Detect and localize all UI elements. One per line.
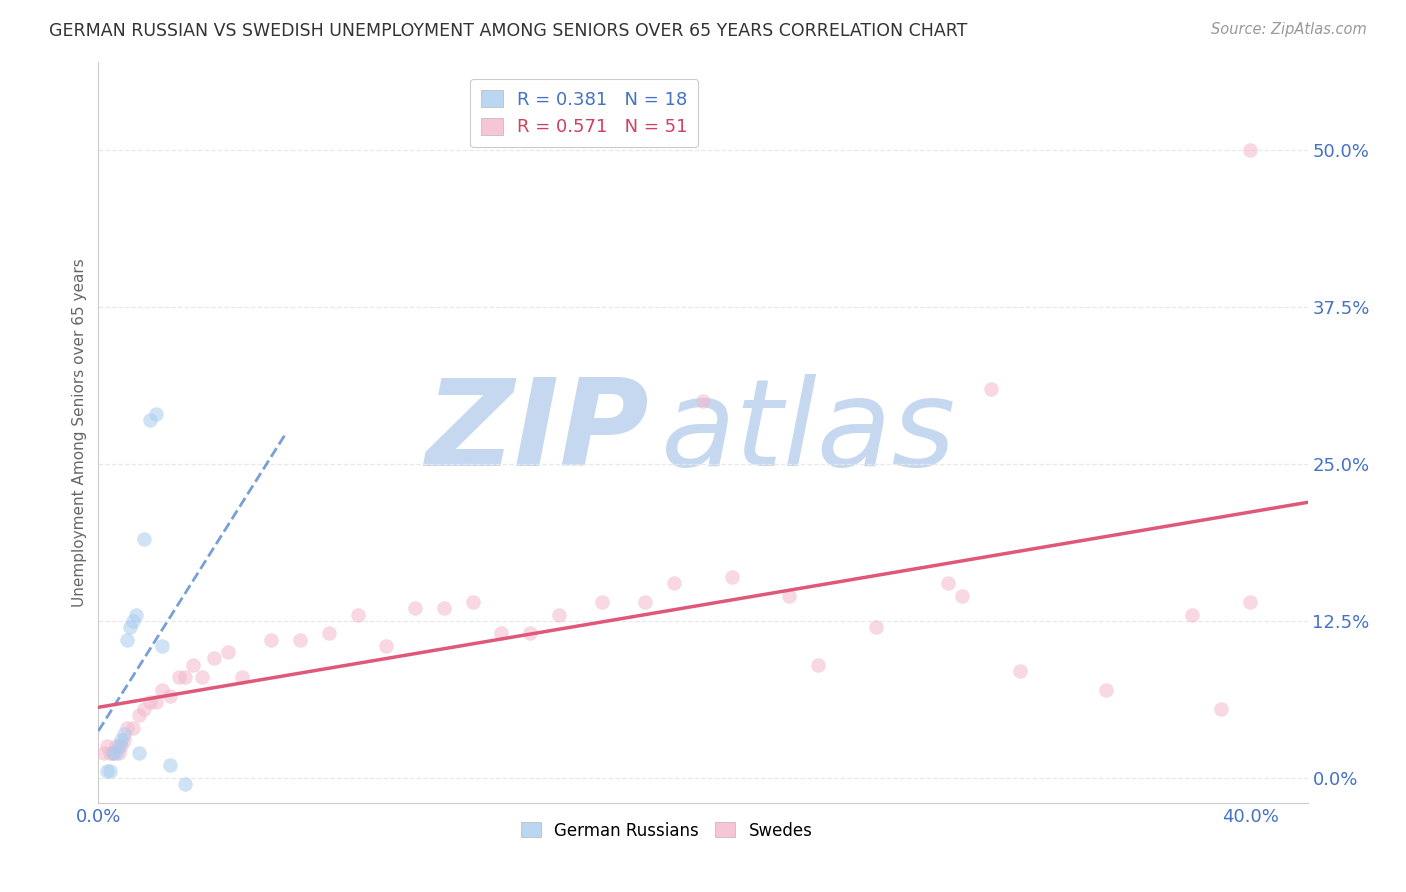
Point (120, 620, 142, 634)
Point (404, 601, 426, 615)
Point (217, 645, 239, 659)
Point (134, 701, 156, 715)
Point (1008, 664, 1031, 678)
Point (139, 413, 162, 427)
Point (98, 746, 121, 760)
Point (1095, 682, 1118, 697)
Point (519, 626, 541, 640)
Point (93, 746, 115, 760)
Point (433, 601, 456, 615)
Point (145, 407, 167, 421)
Point (183, 657, 205, 672)
Point (865, 620, 887, 634)
Point (101, 746, 124, 760)
Point (461, 595, 484, 609)
Point (173, 777, 195, 791)
Point (1181, 607, 1204, 622)
Text: atlas: atlas (661, 374, 956, 491)
Point (980, 382, 1002, 396)
Point (664, 576, 686, 591)
Point (167, 670, 190, 684)
Point (191, 670, 214, 684)
Point (936, 576, 959, 591)
Point (115, 632, 138, 647)
Point (548, 607, 571, 622)
Point (107, 739, 129, 754)
Point (692, 394, 714, 409)
Point (1239, 143, 1261, 157)
Point (634, 595, 657, 609)
Point (778, 589, 800, 603)
Legend: German Russians, Swedes: German Russians, Swedes (515, 815, 820, 847)
Point (491, 626, 513, 640)
Point (1211, 701, 1233, 715)
Text: GERMAN RUSSIAN VS SWEDISH UNEMPLOYMENT AMONG SENIORS OVER 65 YEARS CORRELATION C: GERMAN RUSSIAN VS SWEDISH UNEMPLOYMENT A… (49, 22, 967, 40)
Point (122, 614, 145, 628)
Point (150, 639, 173, 653)
Point (950, 589, 973, 603)
Point (720, 570, 742, 584)
Point (112, 727, 135, 741)
Point (807, 657, 830, 672)
Point (288, 632, 311, 647)
Point (1239, 595, 1261, 609)
Point (260, 632, 283, 647)
Point (115, 721, 138, 735)
Point (173, 670, 195, 684)
Point (346, 607, 368, 622)
Point (110, 739, 132, 754)
Point (96, 739, 118, 754)
Point (112, 733, 135, 747)
Point (134, 533, 156, 547)
Text: Source: ZipAtlas.com: Source: ZipAtlas.com (1211, 22, 1367, 37)
Point (125, 607, 148, 622)
Point (591, 595, 613, 609)
Point (110, 733, 132, 747)
Text: ZIP: ZIP (425, 374, 648, 491)
Point (128, 708, 150, 723)
Y-axis label: Unemployment Among Seniors over 65 years: Unemployment Among Seniors over 65 years (72, 259, 87, 607)
Point (159, 758, 181, 772)
Point (139, 695, 162, 709)
Point (96, 764, 118, 779)
Point (231, 670, 253, 684)
Point (145, 695, 167, 709)
Point (104, 746, 127, 760)
Point (150, 682, 173, 697)
Point (104, 739, 127, 754)
Point (202, 651, 225, 665)
Point (122, 721, 145, 735)
Point (159, 689, 181, 703)
Point (375, 639, 398, 653)
Point (107, 746, 129, 760)
Point (101, 746, 124, 760)
Point (128, 746, 150, 760)
Point (318, 626, 340, 640)
Point (98, 764, 121, 779)
